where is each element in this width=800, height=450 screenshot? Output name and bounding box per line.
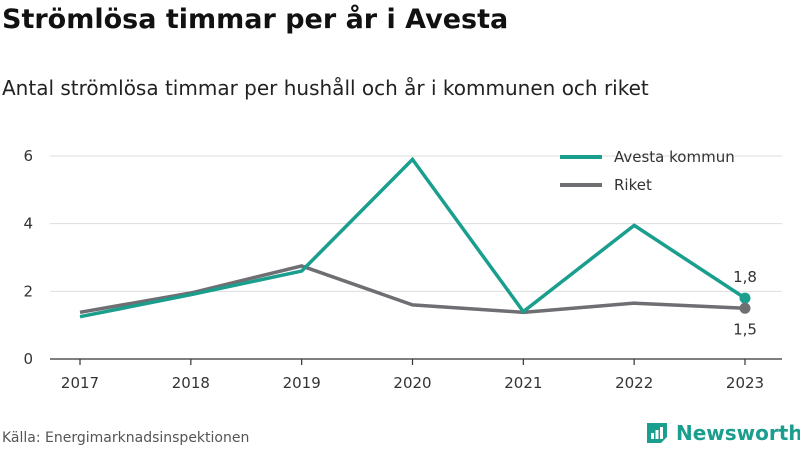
chart-title: Strömlösa timmar per år i Avesta bbox=[2, 4, 509, 35]
end-label-riket: 1,5 bbox=[733, 320, 757, 338]
line-chart: 0 2 4 6 2017 2018 2019 2020 2021 2022 2023 1,8 1,5 Av… bbox=[23, 147, 782, 392]
y-tick-label: 6 bbox=[23, 147, 33, 165]
x-tick-label: 2022 bbox=[615, 374, 653, 392]
series-end-point bbox=[739, 292, 751, 304]
chart-subtitle: Antal strömlösa timmar per hushåll och å… bbox=[2, 76, 649, 100]
x-tick-label: 2023 bbox=[726, 374, 764, 392]
y-tick-label: 2 bbox=[23, 282, 33, 300]
brand-name: Newsworthy bbox=[676, 421, 800, 445]
newsworthy-logo-icon bbox=[647, 423, 667, 443]
brand-logo[interactable]: Newsworthy bbox=[644, 420, 800, 446]
x-tick-label: 2019 bbox=[283, 374, 321, 392]
x-tick-label: 2018 bbox=[172, 374, 210, 392]
end-label-avesta: 1,8 bbox=[733, 268, 757, 286]
x-tick-label: 2020 bbox=[393, 374, 431, 392]
series-line-riket bbox=[79, 264, 746, 315]
y-tick-label: 0 bbox=[23, 350, 33, 368]
y-tick-label: 4 bbox=[23, 215, 33, 233]
series-line-avesta bbox=[79, 156, 746, 319]
x-tick-label: 2017 bbox=[61, 374, 99, 392]
legend-label: Riket bbox=[614, 176, 652, 194]
series-end-point bbox=[739, 302, 751, 314]
legend-label: Avesta kommun bbox=[614, 148, 735, 166]
x-tick-label: 2021 bbox=[504, 374, 542, 392]
source-note: Källa: Energimarknadsinspektionen bbox=[2, 430, 250, 446]
